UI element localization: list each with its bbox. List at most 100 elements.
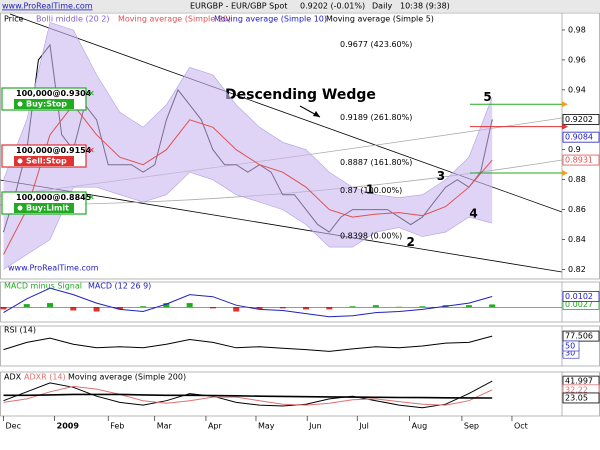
value-tag: 77.506 <box>565 332 593 341</box>
fib-level: 0.9677 (423.60%) <box>340 40 412 49</box>
histogram-bar <box>279 307 286 309</box>
bollinger-band <box>3 22 493 270</box>
level-box <box>562 340 580 352</box>
value-tag-box <box>562 131 600 143</box>
order-action-bg[interactable] <box>14 203 74 213</box>
fib-level: 0.8398 (0.00%) <box>340 231 402 240</box>
quote: 0.9202 (-0.01%) <box>300 2 365 11</box>
wedge-lower <box>0 179 562 273</box>
y-tick-label: 0.86 <box>568 205 586 214</box>
value-tag-box <box>562 291 600 302</box>
close-icon[interactable]: × <box>88 89 95 98</box>
histogram-bar <box>163 303 170 308</box>
time: 10:38 (9:38) <box>400 2 450 11</box>
y-tick-label: 0.84 <box>568 235 586 244</box>
value-tag: 0.9202 <box>565 115 593 124</box>
x-tick-label: 2009 <box>57 422 80 431</box>
histogram-bar <box>303 307 310 310</box>
y-tick-label: 0.88 <box>568 175 586 184</box>
order-size: 100,000@0.8845 <box>16 193 92 202</box>
x-tick-label: Apr <box>208 422 223 431</box>
value-tag: 0.9084 <box>565 133 593 142</box>
value-tag: 41.997 <box>565 377 593 386</box>
eye-icon <box>17 101 23 107</box>
site-link[interactable]: www.ProRealTime.com <box>2 2 93 11</box>
histogram-bar <box>116 307 123 310</box>
order-action: Buy:Stop <box>26 100 67 109</box>
legend-item: ADXR (14) <box>24 373 66 382</box>
indicator-line <box>3 393 493 399</box>
histogram-bar <box>349 306 356 308</box>
x-tick-label: Dec <box>5 422 20 431</box>
legend-item: MACD (12 26 9) <box>88 282 151 291</box>
legend-item: Bolli middle (20 2) <box>36 15 110 24</box>
indicator-line <box>3 103 493 255</box>
x-tick-label: Mar <box>157 422 173 431</box>
level-label: 30 <box>565 349 575 358</box>
histogram-bar <box>186 303 193 308</box>
legend-item: Moving average (Simple 10) <box>214 15 327 24</box>
title-bar <box>0 0 600 12</box>
value-tag: 0.8931 <box>565 156 593 165</box>
histogram-bar <box>47 303 54 308</box>
value-tag: 0.0027 <box>565 300 593 309</box>
order-size: 100,000@0.9154 <box>16 146 92 155</box>
fib-level: 0.8887 (161.80%) <box>340 158 412 167</box>
legend-item: Moving average (Simple 5) <box>326 15 434 24</box>
legend-item: Price <box>4 15 24 24</box>
arrow-head <box>313 111 320 117</box>
order-marker <box>562 169 568 176</box>
value-tag: 23.05 <box>565 393 588 402</box>
bollinger-upper <box>3 22 493 199</box>
y-tick-label: 0.94 <box>568 85 586 94</box>
close-icon[interactable]: × <box>88 146 95 155</box>
y-tick-label: 0.98 <box>568 25 586 34</box>
order-action: Buy:Limit <box>26 204 69 213</box>
eye-icon <box>17 205 23 211</box>
indicator-line <box>3 287 493 318</box>
order-size: 100,000@0.9304 <box>16 89 92 98</box>
plot-area <box>3 22 493 270</box>
histogram-bar <box>419 306 426 308</box>
fib-level: 0.9189 (261.80%) <box>340 113 412 122</box>
histogram-bar <box>233 307 240 312</box>
legend-item: Moving average (Simple 200) <box>68 373 186 382</box>
histogram-bar <box>326 307 333 310</box>
x-tick-label: Jun <box>308 422 322 431</box>
wave-label: 4 <box>469 207 477 221</box>
pattern-label: Descending Wedge <box>225 87 376 103</box>
histogram-bar <box>396 306 403 308</box>
legend-item: Moving average (Simple 20) <box>118 15 231 24</box>
wave-label: 1 <box>366 183 374 197</box>
order-action-bg[interactable] <box>14 156 74 166</box>
x-tick-label: Sep <box>464 422 479 431</box>
x-tick-label: Jul <box>358 422 369 431</box>
legend-item: ADX <box>4 373 22 382</box>
close-icon[interactable]: × <box>88 193 95 202</box>
legend-item: MACD minus Signal <box>4 282 82 291</box>
y-tick-label: 0.9 <box>568 145 581 154</box>
value-tag-box <box>562 154 600 166</box>
indicator-line <box>3 335 493 352</box>
x-tick-label: Feb <box>110 422 124 431</box>
order-action: Sell:Stop <box>26 157 67 166</box>
histogram-bar <box>140 306 147 308</box>
histogram-bar <box>465 305 472 308</box>
order-marker <box>562 101 568 108</box>
eye-icon <box>17 158 23 164</box>
value-tag-box <box>562 114 600 125</box>
y-tick-label: 0.82 <box>568 265 586 274</box>
indicator-line <box>3 380 493 409</box>
order-action-bg[interactable] <box>14 99 74 109</box>
watermark: www.ProRealTime.com <box>8 264 99 273</box>
level-label: 50 <box>565 342 575 351</box>
value-tag: 0.0102 <box>565 292 593 301</box>
histogram-bar <box>489 304 496 308</box>
wave-label: 5 <box>483 90 491 104</box>
legend-item: RSI (14) <box>4 326 36 335</box>
histogram-bar <box>256 307 263 310</box>
histogram-bar <box>93 307 100 312</box>
histogram-bar <box>23 304 30 308</box>
